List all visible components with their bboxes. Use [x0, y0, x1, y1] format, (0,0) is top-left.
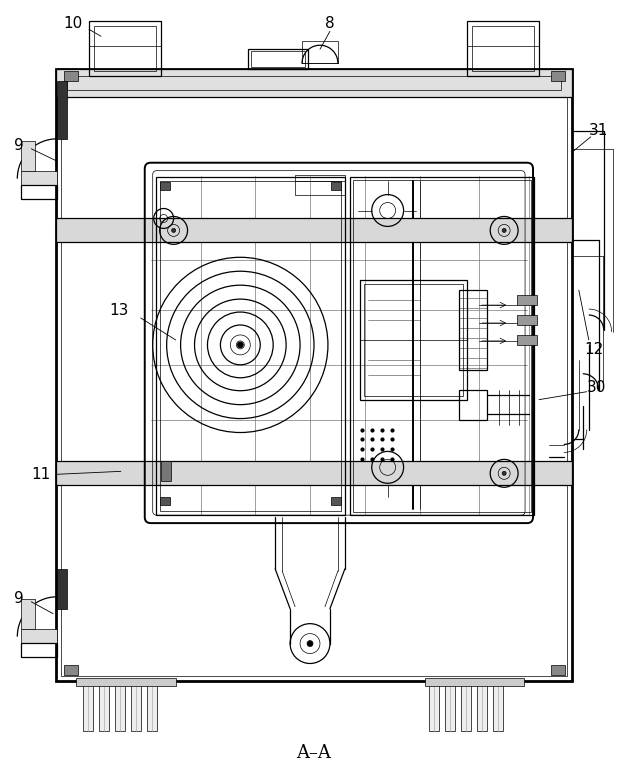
Bar	[161, 461, 171, 481]
Bar	[331, 497, 341, 506]
Bar	[64, 71, 78, 81]
Bar	[94, 26, 155, 71]
Bar	[302, 41, 338, 63]
Text: 8: 8	[325, 16, 335, 31]
Bar	[21, 141, 35, 171]
Bar	[56, 461, 572, 486]
Bar	[89, 21, 161, 76]
Bar	[460, 390, 487, 420]
Bar	[83, 682, 93, 732]
Text: 11: 11	[31, 466, 51, 482]
Bar	[147, 682, 157, 732]
Bar	[467, 21, 539, 76]
Bar	[21, 185, 57, 198]
Circle shape	[502, 228, 506, 232]
Bar	[56, 69, 572, 97]
Text: 31: 31	[589, 123, 608, 139]
Bar	[57, 81, 67, 139]
Bar	[21, 643, 57, 656]
Bar	[517, 295, 537, 305]
Bar	[64, 666, 78, 676]
Bar	[517, 315, 537, 325]
Bar	[155, 177, 345, 516]
Bar	[424, 679, 524, 686]
Circle shape	[307, 640, 313, 647]
Bar	[21, 599, 35, 629]
Bar	[551, 71, 565, 81]
Bar	[295, 175, 345, 195]
Circle shape	[172, 228, 176, 232]
Bar	[57, 569, 67, 609]
Bar	[21, 171, 57, 185]
Text: 10: 10	[63, 16, 83, 31]
Text: 9: 9	[14, 139, 24, 153]
Bar	[251, 51, 305, 67]
Bar	[493, 682, 503, 732]
Circle shape	[502, 471, 506, 476]
Text: 12: 12	[584, 342, 603, 358]
Bar	[460, 290, 487, 370]
Bar	[160, 497, 170, 506]
Bar	[56, 69, 572, 97]
Bar	[76, 679, 176, 686]
Text: 30: 30	[587, 380, 606, 395]
Bar	[67, 76, 561, 90]
Bar	[461, 682, 472, 732]
Bar	[353, 180, 531, 512]
Bar	[56, 218, 572, 242]
Text: 9: 9	[14, 591, 24, 606]
Bar	[99, 682, 109, 732]
Text: 13: 13	[109, 303, 129, 318]
Bar	[517, 335, 537, 345]
Bar	[56, 69, 572, 682]
Bar	[56, 218, 572, 242]
Bar	[350, 177, 534, 516]
Bar	[115, 682, 125, 732]
Bar	[248, 49, 308, 69]
Bar	[21, 629, 57, 643]
Bar	[360, 280, 467, 400]
Bar	[331, 182, 341, 190]
Bar	[160, 181, 341, 511]
Circle shape	[238, 342, 243, 348]
Bar	[551, 666, 565, 676]
Bar	[477, 682, 487, 732]
Text: A–A: A–A	[296, 744, 331, 762]
Bar	[61, 74, 567, 676]
Bar	[56, 461, 572, 486]
Bar	[160, 182, 170, 190]
Bar	[131, 682, 141, 732]
Bar	[364, 284, 463, 396]
Bar	[445, 682, 455, 732]
Bar	[429, 682, 440, 732]
Bar	[472, 26, 534, 71]
